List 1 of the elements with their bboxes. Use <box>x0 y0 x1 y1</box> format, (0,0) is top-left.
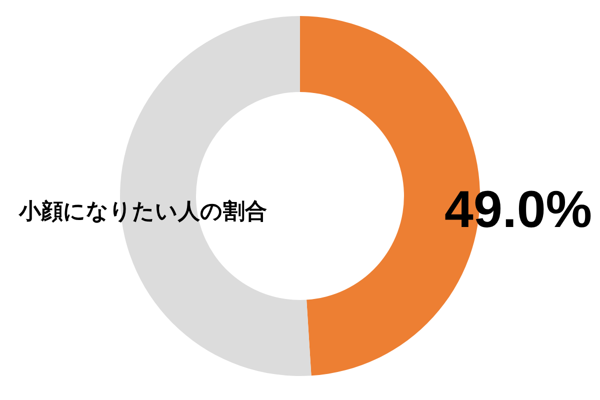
text: 小顔になりたい人の割合 <box>18 200 267 224</box>
